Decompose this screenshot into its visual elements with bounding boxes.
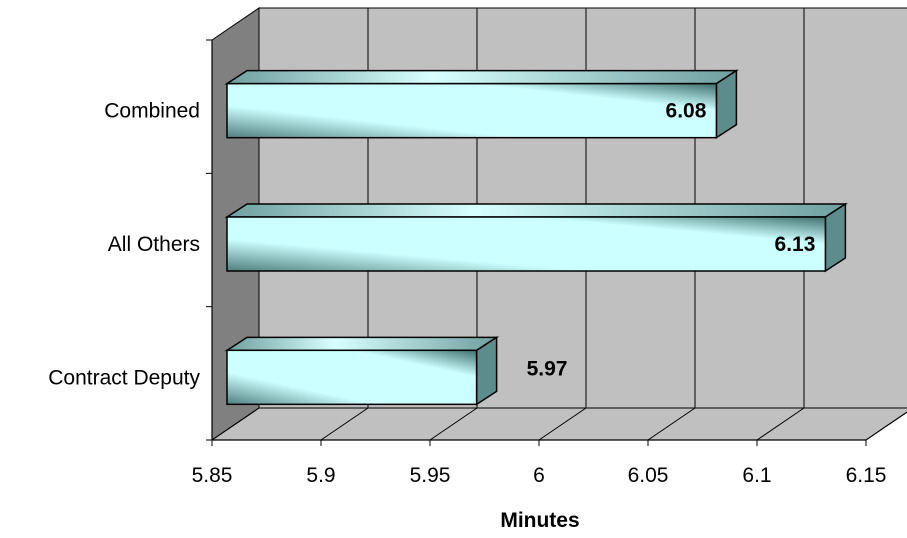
x-tick-label: 5.95 [410,464,451,487]
gridline-floor [865,411,907,441]
x-tick-label: 6.1 [742,464,771,487]
x-tick-label: 6 [533,464,545,487]
gridline-floor [756,407,805,441]
data-label: 5.97 [527,357,568,380]
bar-top-face [224,69,739,85]
bars-group [224,69,848,406]
gridline-floor [320,407,369,441]
x-tick-label: 5.85 [192,464,233,487]
data-label: 6.13 [775,233,816,256]
category-label: Combined [104,100,200,123]
x-axis-title: Minutes [500,509,579,532]
bar-top-face [224,203,848,218]
axes-group [206,39,867,446]
bar-top-face [224,336,500,352]
gridline-floor [211,407,260,441]
labels-group: 5.85 5.9 5.95 6 6.05 6.1 6.15 Contract Deputy 5.… [48,100,886,487]
x-tick-label: 6.15 [846,464,887,487]
bar [226,82,718,139]
floor [210,407,907,441]
category-label: Contract Deputy [48,366,200,389]
gridline-floor [429,407,478,441]
x-tick-label: 5.9 [306,464,335,487]
bar [226,216,827,272]
data-label: 6.08 [666,100,707,123]
x-tick-label: 6.05 [628,464,669,487]
gridline-floor [538,407,587,441]
gridline-floor [647,407,696,441]
bar [226,349,478,406]
category-label: All Others [108,233,200,256]
